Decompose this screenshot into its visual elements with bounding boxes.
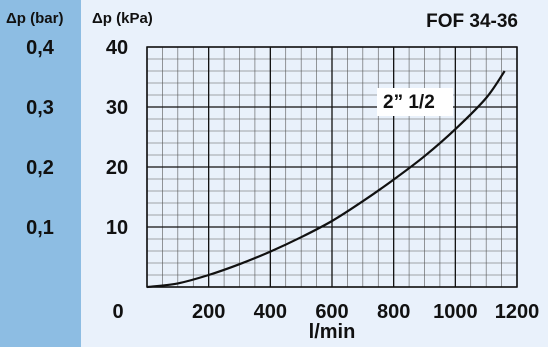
- x-tick-label: 400: [254, 301, 287, 323]
- chart-title: FOF 34-36: [426, 11, 518, 32]
- y-tick-label: 20: [106, 157, 128, 179]
- x-tick-labels: 0 200 400 600 800 1000 1200: [112, 301, 539, 323]
- bar-tick-label: 0,3: [26, 97, 54, 119]
- x-tick-label: 1000: [433, 301, 478, 323]
- series-label-box: [377, 88, 453, 116]
- x-tick-label: 1200: [495, 301, 540, 323]
- plot-frame: [146, 46, 518, 288]
- chart-background: [81, 0, 548, 347]
- y-tick-labels: 10 20 30 40: [106, 37, 128, 239]
- y-tick-label: 40: [106, 37, 128, 59]
- x-tick-label: 800: [377, 301, 410, 323]
- bar-scale-strip: [0, 0, 81, 347]
- bar-tick-label: 0,2: [26, 157, 54, 179]
- bar-tick-label: 0,4: [26, 37, 55, 59]
- bar-tick-label: 0,1: [26, 217, 54, 239]
- series-line-2-1-2: [146, 70, 506, 289]
- bar-axis-label: Δp (bar): [6, 10, 64, 27]
- x-tick-label: 0: [112, 301, 123, 323]
- series-label: 2” 1/2: [383, 92, 435, 113]
- x-axis-label: l/min: [309, 321, 356, 343]
- x-tick-label: 600: [315, 301, 348, 323]
- y-tick-label: 30: [106, 97, 128, 119]
- x-tick-label: 200: [192, 301, 225, 323]
- y-tick-label: 10: [106, 217, 128, 239]
- kpa-axis-label: Δp (kPa): [92, 10, 153, 27]
- bar-tick-labels: 0,1 0,2 0,3 0,4: [26, 37, 55, 239]
